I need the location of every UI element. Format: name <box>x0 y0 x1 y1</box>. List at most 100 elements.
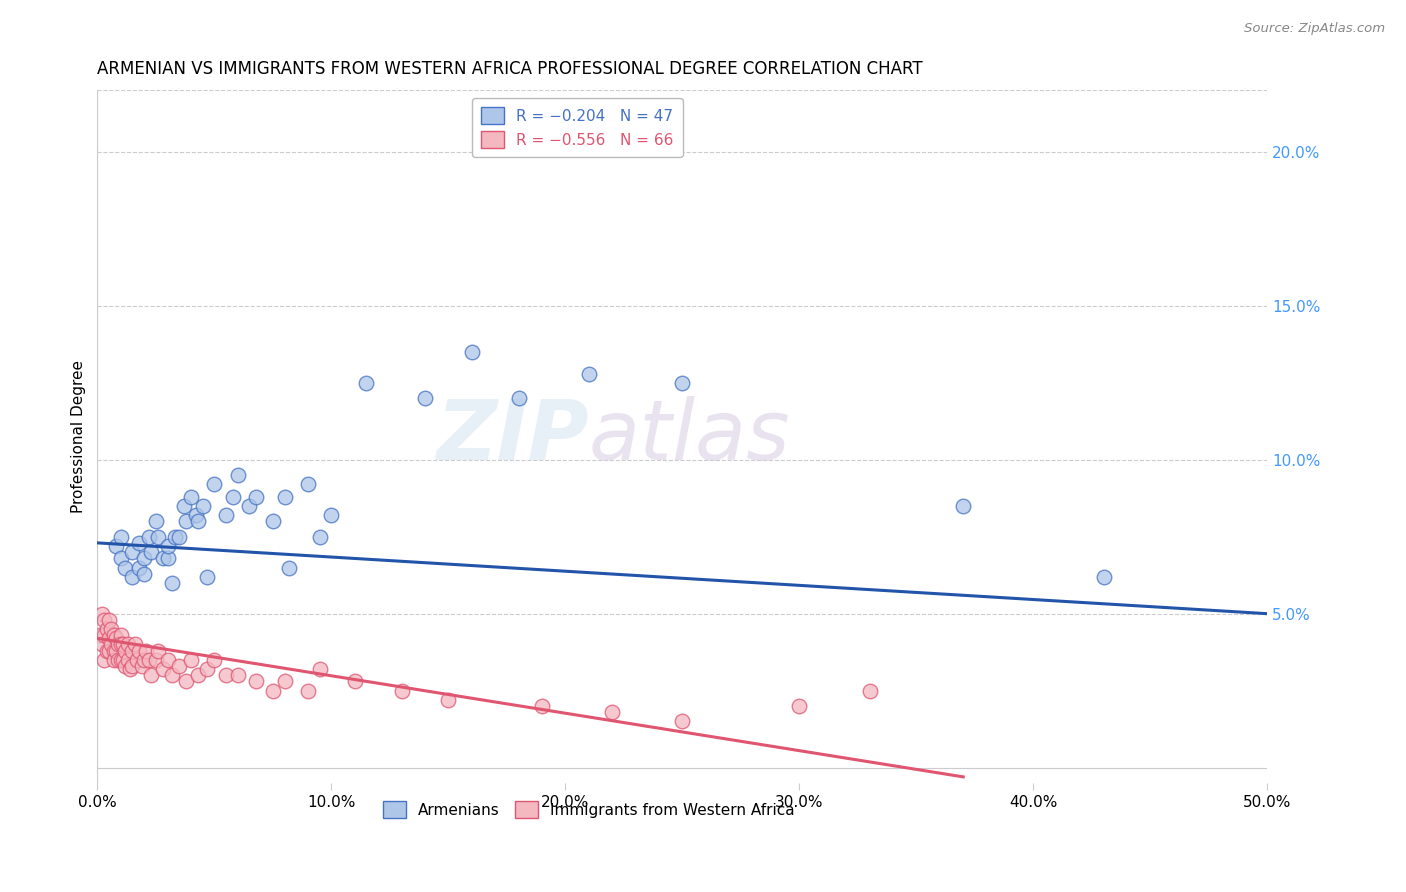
Point <box>107 653 129 667</box>
Point <box>195 570 218 584</box>
Point <box>91 638 114 652</box>
Point <box>238 499 260 513</box>
Point <box>600 705 623 719</box>
Point <box>202 477 225 491</box>
Point <box>195 662 218 676</box>
Point <box>93 613 115 627</box>
Point <box>117 653 139 667</box>
Point <box>135 643 157 657</box>
Point <box>103 643 125 657</box>
Point <box>789 699 811 714</box>
Point <box>145 653 167 667</box>
Point <box>162 668 184 682</box>
Point <box>93 653 115 667</box>
Point <box>105 539 128 553</box>
Point <box>297 477 319 491</box>
Point <box>96 622 118 636</box>
Point <box>110 551 132 566</box>
Point <box>174 514 197 528</box>
Point <box>187 668 209 682</box>
Point <box>105 632 128 646</box>
Point <box>162 575 184 590</box>
Point <box>262 683 284 698</box>
Point <box>114 643 136 657</box>
Point <box>114 659 136 673</box>
Point <box>138 530 160 544</box>
Point <box>98 643 121 657</box>
Point <box>110 638 132 652</box>
Point <box>128 536 150 550</box>
Point <box>141 545 163 559</box>
Point <box>215 668 238 682</box>
Point <box>93 628 115 642</box>
Point <box>245 490 267 504</box>
Point <box>103 653 125 667</box>
Text: atlas: atlas <box>589 396 790 477</box>
Point <box>148 530 170 544</box>
Point <box>100 622 122 636</box>
Point <box>112 638 135 652</box>
Point <box>308 530 330 544</box>
Y-axis label: Professional Degree: Professional Degree <box>72 360 86 513</box>
Point <box>578 367 600 381</box>
Point <box>226 668 249 682</box>
Point <box>180 490 202 504</box>
Point <box>103 628 125 642</box>
Point <box>437 693 460 707</box>
Point <box>321 508 343 523</box>
Point <box>530 699 553 714</box>
Point <box>141 668 163 682</box>
Point <box>114 560 136 574</box>
Point <box>173 499 195 513</box>
Point <box>174 674 197 689</box>
Text: Source: ZipAtlas.com: Source: ZipAtlas.com <box>1244 22 1385 36</box>
Point <box>110 530 132 544</box>
Point <box>121 659 143 673</box>
Point <box>215 508 238 523</box>
Point <box>167 530 190 544</box>
Point <box>308 662 330 676</box>
Point <box>152 662 174 676</box>
Point <box>98 613 121 627</box>
Point <box>100 638 122 652</box>
Point <box>202 653 225 667</box>
Point <box>163 530 186 544</box>
Point <box>112 653 135 667</box>
Point <box>105 643 128 657</box>
Point <box>138 653 160 667</box>
Point <box>356 376 378 390</box>
Point <box>226 468 249 483</box>
Point <box>461 345 484 359</box>
Point <box>89 628 111 642</box>
Point <box>148 643 170 657</box>
Point <box>128 643 150 657</box>
Point <box>98 632 121 646</box>
Point <box>191 499 214 513</box>
Point <box>184 508 207 523</box>
Point <box>110 653 132 667</box>
Point <box>413 391 436 405</box>
Point <box>107 638 129 652</box>
Point <box>124 638 146 652</box>
Point <box>110 628 132 642</box>
Text: ARMENIAN VS IMMIGRANTS FROM WESTERN AFRICA PROFESSIONAL DEGREE CORRELATION CHART: ARMENIAN VS IMMIGRANTS FROM WESTERN AFRI… <box>97 60 922 78</box>
Point <box>508 391 530 405</box>
Point <box>156 539 179 553</box>
Point <box>152 551 174 566</box>
Point <box>297 683 319 698</box>
Point <box>262 514 284 528</box>
Point <box>145 514 167 528</box>
Point <box>156 653 179 667</box>
Point <box>96 643 118 657</box>
Point <box>128 560 150 574</box>
Point <box>278 560 301 574</box>
Point <box>131 659 153 673</box>
Point <box>391 683 413 698</box>
Point <box>156 551 179 566</box>
Point <box>273 674 295 689</box>
Point <box>273 490 295 504</box>
Point <box>952 499 974 513</box>
Text: ZIP: ZIP <box>436 396 589 477</box>
Point <box>134 653 156 667</box>
Point <box>180 653 202 667</box>
